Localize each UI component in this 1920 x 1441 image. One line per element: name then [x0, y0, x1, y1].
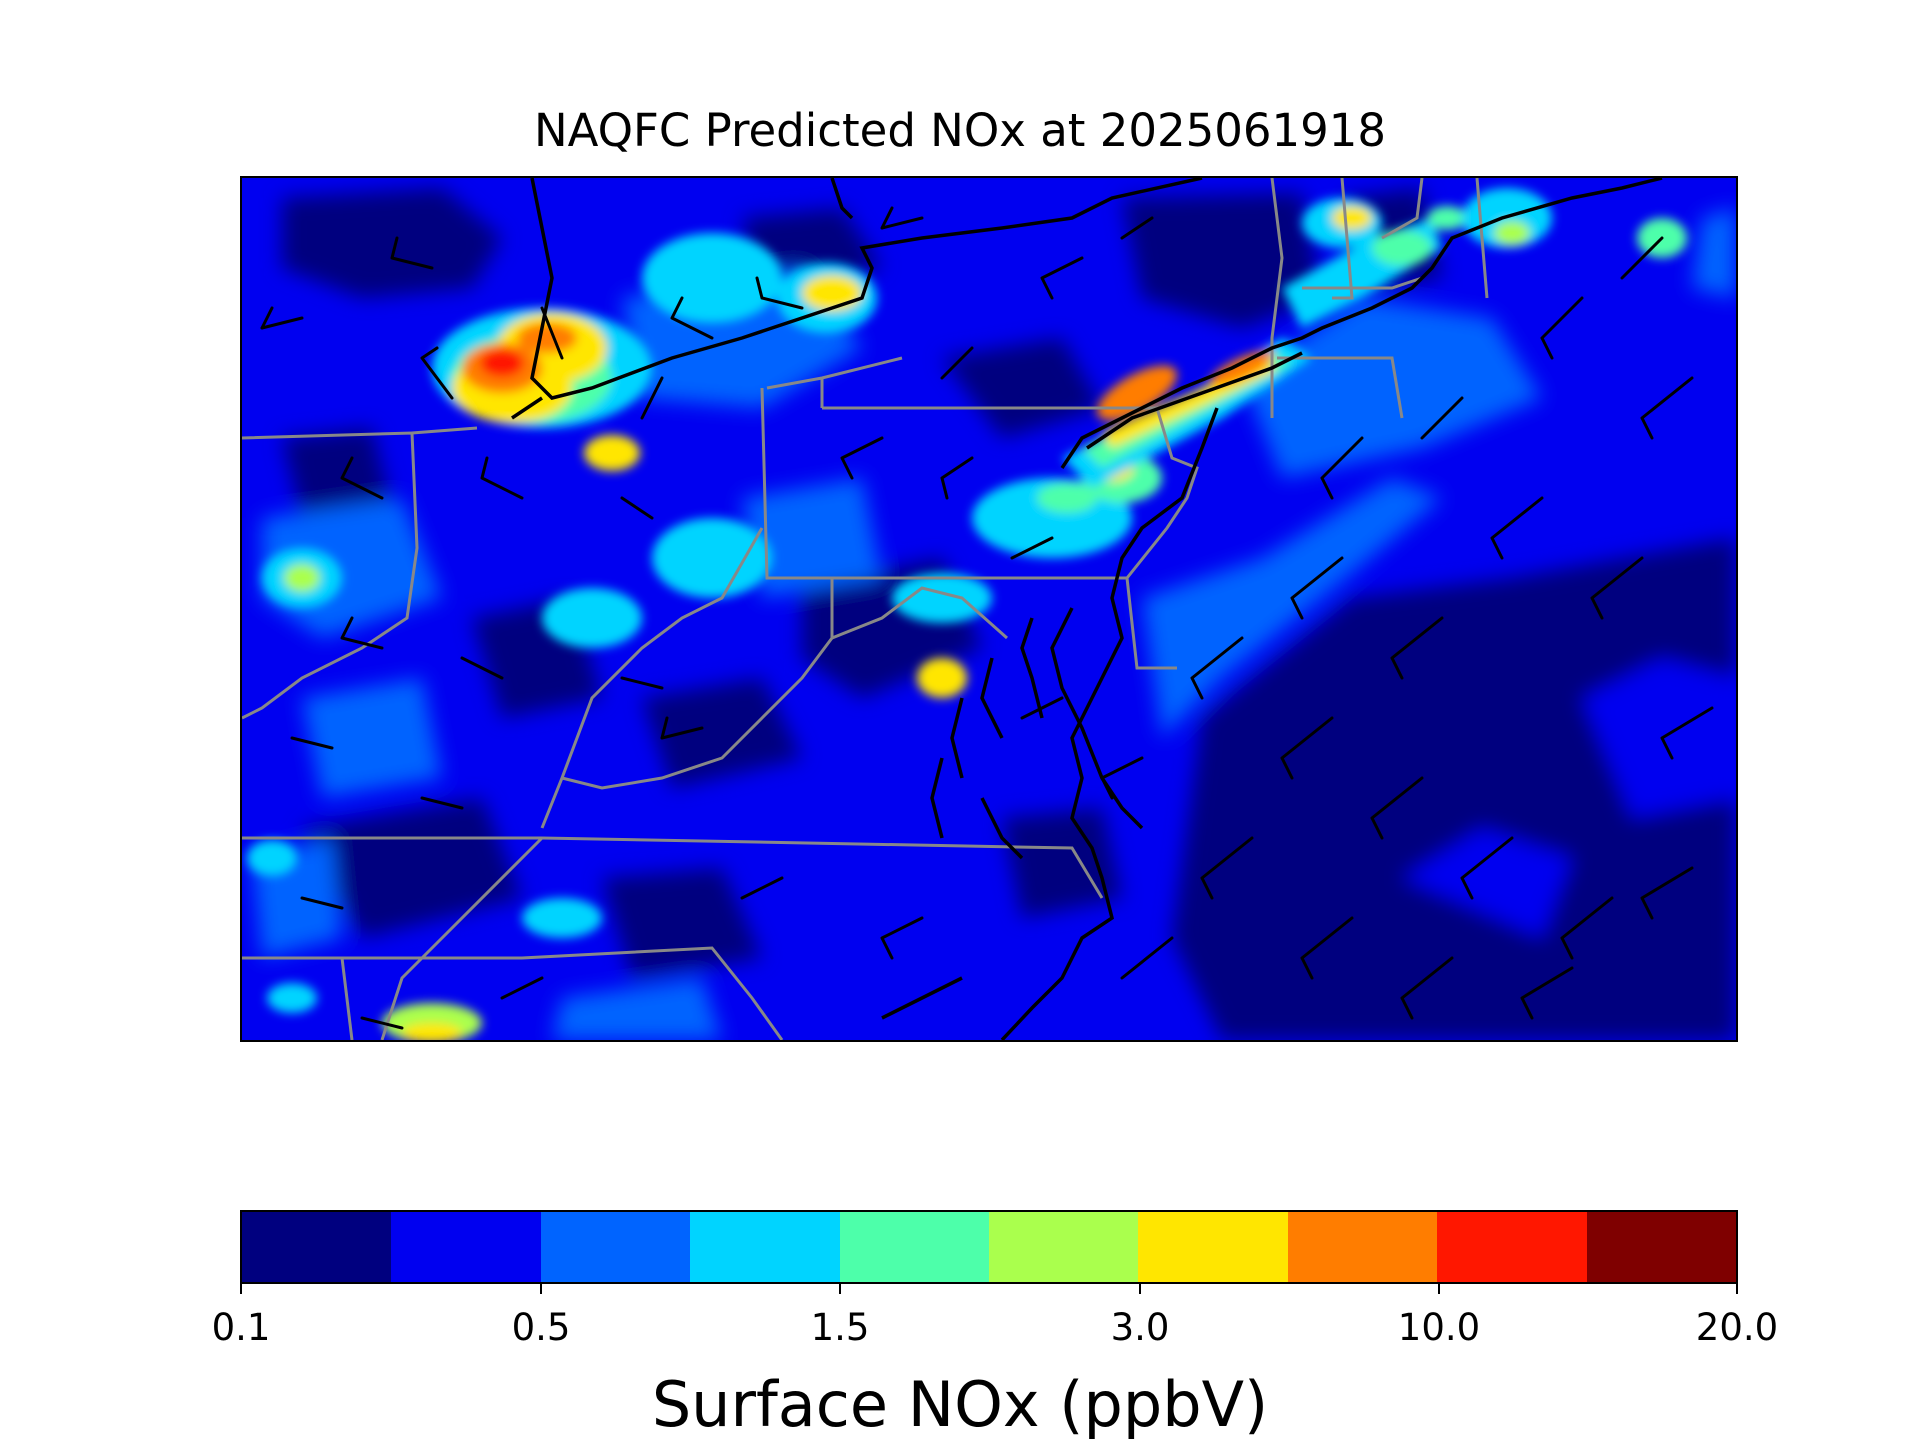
colorbar-swatch — [1287, 1212, 1438, 1282]
colorbar-swatch — [1586, 1212, 1737, 1282]
colorbar-tick-label: 0.1 — [211, 1306, 271, 1349]
colorbar-tick — [1736, 1284, 1738, 1294]
colorbar-tick-label: 0.5 — [511, 1306, 571, 1349]
colorbar-tick-label: 20.0 — [1695, 1306, 1779, 1349]
state-boundaries — [242, 178, 1489, 1040]
colorbar-tick — [1438, 1284, 1440, 1294]
coastlines — [511, 178, 1663, 1040]
chart-title: NAQFC Predicted NOx at 2025061918 — [533, 104, 1387, 157]
colorbar-tick — [240, 1284, 242, 1294]
wind-barbs — [260, 206, 1714, 1030]
colorbar-swatch — [540, 1212, 691, 1282]
colorbar-tick — [839, 1284, 841, 1294]
colorbar-swatch — [242, 1212, 392, 1282]
low-concentration-patches — [252, 188, 1736, 1040]
colorbar-swatch — [839, 1212, 990, 1282]
colorbar-tick-label: 10.0 — [1397, 1306, 1481, 1349]
colorbar-tick-label: 1.5 — [810, 1306, 870, 1349]
colorbar-swatch — [690, 1212, 840, 1282]
colorbar-swatch — [989, 1212, 1139, 1282]
colorbar-label: Surface NOx (ppbV) — [651, 1368, 1269, 1441]
colorbar — [240, 1210, 1738, 1284]
colorbar-swatch — [1437, 1212, 1587, 1282]
map-panel — [240, 176, 1738, 1042]
colorbar-tick — [1139, 1284, 1141, 1294]
colorbar-swatch — [1138, 1212, 1288, 1282]
nox-map — [242, 178, 1736, 1040]
colorbar-tick — [540, 1284, 542, 1294]
colorbar-swatch — [391, 1212, 541, 1282]
colorbar-tick-label: 3.0 — [1110, 1306, 1170, 1349]
